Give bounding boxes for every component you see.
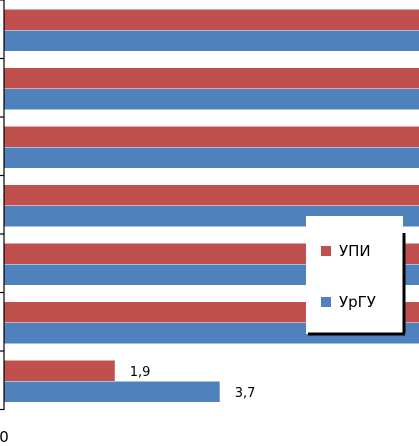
legend-box — [306, 216, 403, 334]
bar-urgu-6 — [4, 381, 220, 402]
bar-upi-0 — [4, 9, 419, 30]
x-axis-tick-labels: 010203040506070 — [0, 428, 9, 446]
bar-label-urgu-6: 3,7 — [235, 386, 256, 401]
legend-swatch-upi — [321, 246, 331, 256]
legend-swatch-urgu — [321, 297, 331, 307]
data-labels: 54,741,233,336,87,611,61,959,938,333,726… — [130, 365, 256, 401]
y-axis-ticks — [0, 0, 4, 411]
bar-upi-6 — [4, 360, 115, 381]
legend: УПИ УрГУ — [306, 216, 406, 336]
bar-urgu-1 — [4, 89, 419, 110]
bar-label-upi-6: 1,9 — [130, 365, 151, 380]
legend-label-urgu: УрГУ — [339, 293, 376, 311]
bar-urgu-2 — [4, 147, 419, 168]
bars — [4, 9, 419, 402]
bar-upi-3 — [4, 185, 419, 206]
bar-urgu-0 — [4, 30, 419, 51]
x-tick-label-0: 0 — [0, 428, 9, 446]
bar-upi-2 — [4, 126, 419, 147]
bar-upi-1 — [4, 68, 419, 89]
legend-label-upi: УПИ — [339, 242, 371, 260]
